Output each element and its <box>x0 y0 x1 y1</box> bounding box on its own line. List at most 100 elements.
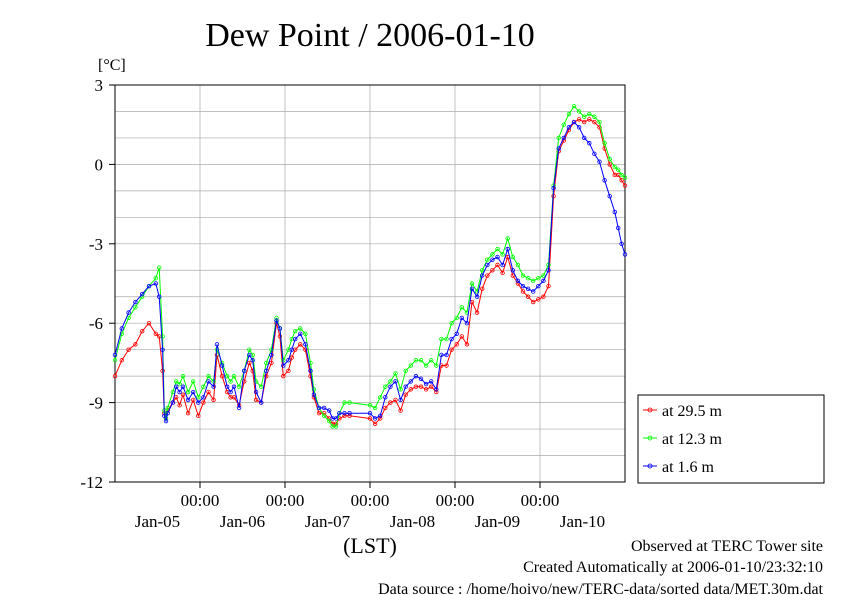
series-at-12-3-m <box>112 103 628 429</box>
data-point <box>316 410 322 416</box>
data-point <box>180 392 186 397</box>
data-point <box>418 376 424 381</box>
data-point <box>434 363 439 368</box>
data-point <box>423 387 429 392</box>
data-point <box>495 254 500 260</box>
data-point <box>112 352 118 358</box>
data-point <box>269 360 274 366</box>
data-point <box>165 410 170 416</box>
data-point <box>146 283 152 289</box>
data-point <box>602 178 607 183</box>
data-point <box>576 117 582 122</box>
data-point <box>383 405 388 411</box>
data-point <box>201 395 206 400</box>
data-point <box>434 387 439 392</box>
data-point <box>206 389 211 395</box>
data-point <box>619 178 624 183</box>
footer-source: Data source : /home/hoivo/new/TERC-data/… <box>378 581 823 595</box>
data-point <box>231 395 237 400</box>
data-point <box>622 175 628 180</box>
data-point <box>367 416 373 421</box>
data-point <box>269 352 274 358</box>
data-point <box>480 273 485 278</box>
data-point <box>277 334 283 339</box>
data-point <box>393 397 398 403</box>
data-point <box>236 384 242 389</box>
data-point <box>264 360 269 366</box>
y-tick-label: -12 <box>80 473 103 492</box>
data-point <box>485 273 490 278</box>
data-point <box>510 273 515 278</box>
data-point <box>622 252 628 257</box>
data-point <box>531 289 536 294</box>
data-point <box>253 379 259 384</box>
data-point <box>403 392 408 397</box>
data-point <box>541 294 546 299</box>
data-point <box>153 331 158 336</box>
grid <box>115 85 625 482</box>
data-point <box>454 331 459 336</box>
data-point <box>616 167 621 172</box>
data-point <box>495 262 500 268</box>
data-point <box>298 331 303 336</box>
data-point <box>444 352 449 358</box>
data-point <box>211 384 216 389</box>
data-point <box>264 373 269 379</box>
data-point <box>587 117 592 122</box>
x-axis-label: (LST) <box>343 533 397 558</box>
data-point <box>474 310 480 315</box>
data-point <box>372 421 378 426</box>
data-point <box>303 347 308 352</box>
data-point <box>190 379 196 384</box>
data-point <box>459 334 464 339</box>
data-point <box>454 342 459 347</box>
data-point <box>561 135 566 141</box>
data-point <box>247 360 252 366</box>
data-point <box>196 400 201 405</box>
data-point <box>236 405 242 411</box>
data-point <box>464 321 470 326</box>
y-tick-label: 0 <box>95 155 104 174</box>
data-point <box>444 363 449 368</box>
data-point <box>485 262 490 268</box>
data-point <box>298 342 303 347</box>
data-point <box>607 193 612 199</box>
data-point <box>185 410 191 416</box>
series-group <box>112 103 628 429</box>
data-point <box>112 358 118 363</box>
y-ticks: 3 0 -3 -6 -9 -12 <box>80 76 115 492</box>
data-point <box>156 294 162 299</box>
data-point <box>490 252 495 257</box>
data-point <box>211 397 216 403</box>
data-point <box>201 400 206 405</box>
data-point <box>602 141 607 146</box>
data-point <box>372 416 378 421</box>
data-point <box>139 291 145 297</box>
data-point <box>515 278 521 284</box>
data-point <box>439 352 444 358</box>
data-point <box>185 389 191 395</box>
legend-marker <box>647 407 653 413</box>
data-point <box>408 363 413 368</box>
data-point <box>612 164 617 170</box>
data-point <box>160 347 165 352</box>
series-line <box>114 121 626 424</box>
data-point <box>398 387 403 392</box>
data-point <box>177 389 182 395</box>
data-point <box>293 336 298 342</box>
legend-marker <box>647 463 653 469</box>
data-point <box>556 146 561 151</box>
data-point <box>622 183 628 188</box>
data-point <box>607 162 612 167</box>
data-point <box>485 257 490 262</box>
data-point <box>551 186 556 191</box>
data-point <box>277 326 283 331</box>
legend-marker <box>647 435 653 441</box>
data-point <box>413 373 419 379</box>
data-point <box>403 368 408 374</box>
data-point <box>439 336 444 342</box>
data-point <box>190 397 196 403</box>
data-point <box>413 384 419 389</box>
data-point <box>177 381 182 387</box>
data-point <box>515 281 521 286</box>
